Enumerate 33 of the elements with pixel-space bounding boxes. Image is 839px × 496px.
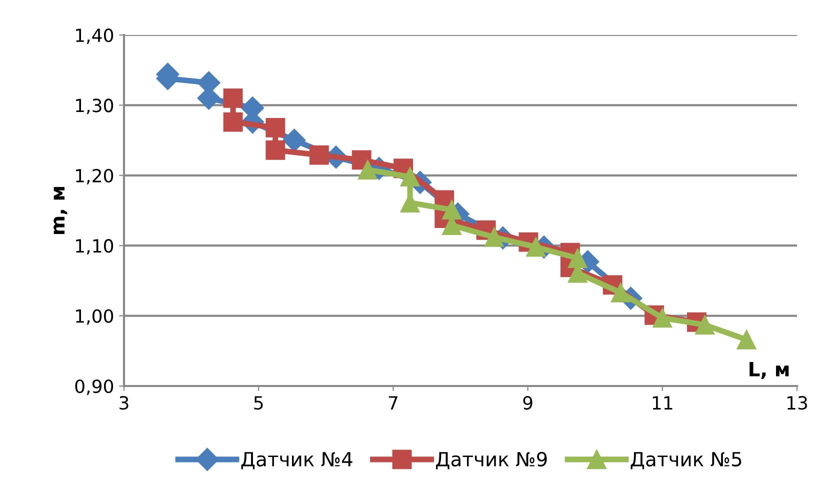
point: [652, 308, 672, 328]
x-tick-label: 11: [652, 396, 672, 410]
y-axis-title: m, м: [54, 186, 68, 234]
point: [695, 315, 715, 335]
point: [223, 88, 243, 108]
point: [442, 200, 462, 220]
legend-label: Датчик №4: [241, 452, 352, 470]
x-tick-label: 3: [120, 396, 128, 410]
x-axis-title: L, м: [750, 362, 789, 379]
y-tick-label: 1,10: [76, 239, 114, 255]
y-tick-label: 0,90: [75, 379, 114, 395]
point: [568, 248, 588, 268]
x-tick-label: 13: [787, 396, 808, 410]
legend-label: Датчик №5: [630, 452, 742, 470]
y-tick-label: 1,30: [76, 98, 114, 114]
x-tick-label: 7: [388, 396, 398, 410]
point: [358, 160, 378, 180]
point: [526, 237, 546, 257]
x-tick-label: 9: [523, 396, 532, 410]
y-tick-label: 1,40: [76, 28, 114, 44]
x-tick-label: 5: [254, 396, 263, 410]
point: [309, 145, 329, 165]
point: [223, 112, 243, 132]
point: [400, 167, 420, 187]
point: [736, 330, 756, 350]
point: [266, 140, 286, 160]
point: [266, 118, 286, 138]
point: [282, 128, 306, 152]
legend-label: Датчик №9: [436, 452, 547, 470]
y-tick-label: 1,00: [76, 309, 114, 325]
point: [484, 227, 504, 247]
y-tick-label: 1,20: [76, 168, 114, 184]
point: [610, 282, 630, 302]
